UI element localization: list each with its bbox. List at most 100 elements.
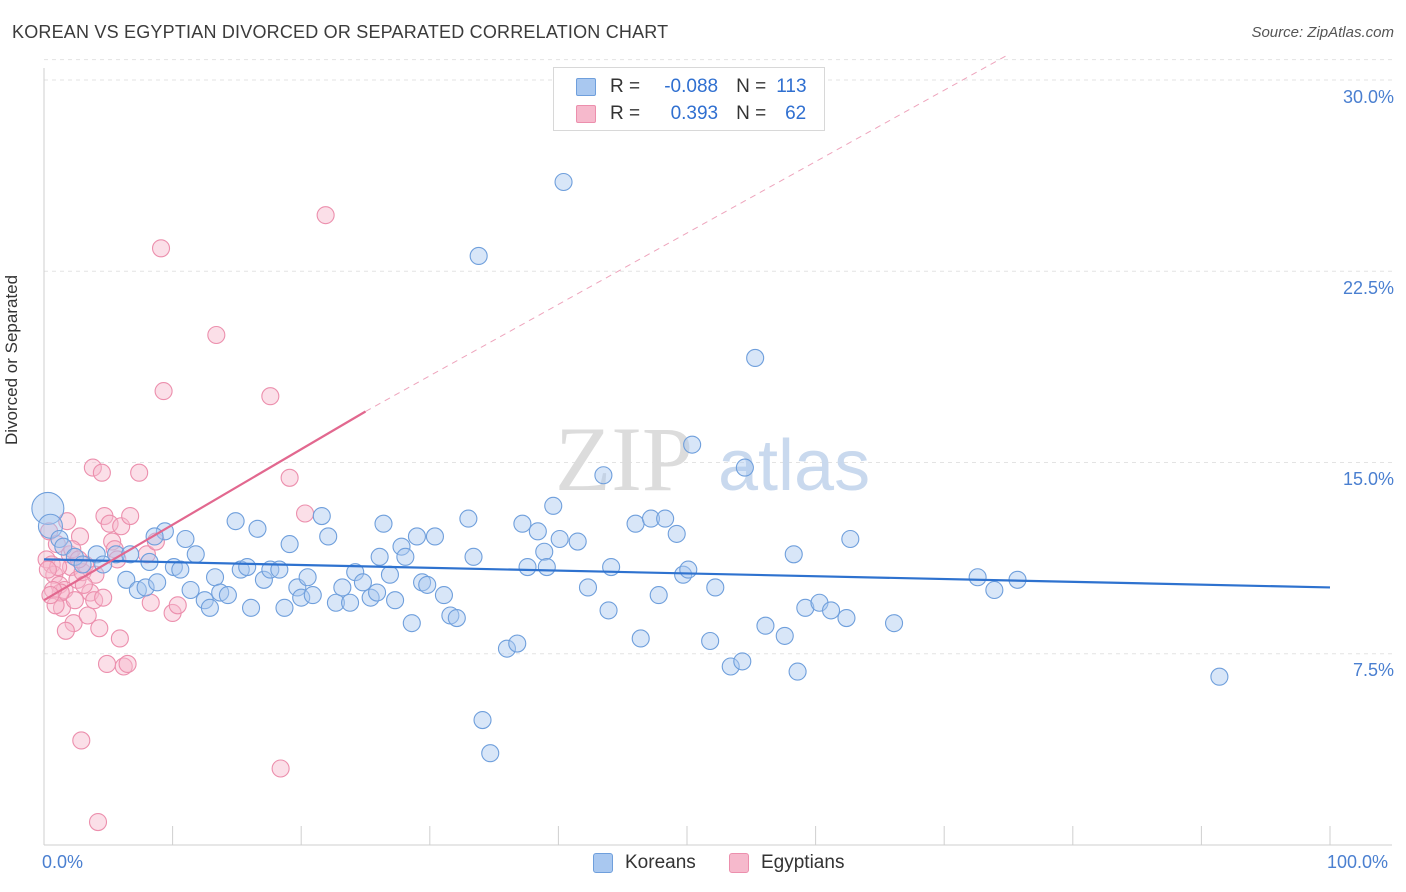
koreans-point <box>594 466 613 485</box>
y-tick-label: 22.5% <box>1342 278 1394 298</box>
koreans-point <box>392 537 411 556</box>
egyptians-point <box>65 591 84 610</box>
koreans-point <box>117 570 136 589</box>
egyptians-point <box>168 596 187 615</box>
egyptians-trend-extension <box>365 54 1009 412</box>
egyptians-point <box>78 606 97 625</box>
x-tick-label: 0.0% <box>42 852 84 872</box>
watermark-zip: ZIP <box>555 408 693 510</box>
y-tick-label: 30.0% <box>1342 87 1394 107</box>
koreans-point <box>756 616 775 635</box>
egyptians-point <box>100 514 119 533</box>
koreans-point <box>459 509 478 528</box>
koreans-point <box>497 639 517 658</box>
koreans-point <box>106 545 126 564</box>
egyptians-point <box>74 575 93 594</box>
koreans-point <box>544 496 563 515</box>
koreans-point <box>985 580 1004 600</box>
koreans-point <box>370 547 389 566</box>
egyptians-swatch <box>729 853 749 873</box>
egyptians-point <box>271 759 290 778</box>
koreans-point <box>513 514 532 533</box>
egyptians-point <box>280 468 299 487</box>
koreans-point <box>599 601 618 620</box>
legend-item-egyptians[interactable]: Egyptians <box>729 852 844 874</box>
y-tick-label: 15.0% <box>1342 469 1394 489</box>
koreans-point <box>796 598 815 617</box>
koreans-point <box>473 710 492 730</box>
koreans-point <box>254 570 273 589</box>
koreans-point <box>176 529 195 549</box>
koreans-point <box>735 458 754 477</box>
legend-label-egyptians: Egyptians <box>761 852 845 873</box>
koreans-point <box>54 537 73 556</box>
koreans-point <box>528 522 547 541</box>
koreans-point <box>292 588 311 607</box>
koreans-point <box>667 524 686 543</box>
egyptians-point <box>130 463 149 482</box>
egyptians-point <box>92 463 111 482</box>
correlation-legend: R = -0.088 N = 113 R = 0.393 N = 62 <box>553 67 825 131</box>
egyptians-point <box>207 325 226 345</box>
koreans-point <box>73 555 92 574</box>
koreans-point <box>733 652 752 671</box>
koreans-point <box>87 545 106 564</box>
koreans-point <box>821 601 841 620</box>
egyptians-point <box>41 586 60 605</box>
koreans-point <box>186 545 205 564</box>
x-tick-label: 100.0% <box>1327 852 1389 872</box>
koreans-point <box>303 586 322 605</box>
egyptians-point <box>88 812 108 832</box>
koreans-point <box>200 598 219 617</box>
koreans-point <box>218 586 237 605</box>
egyptians-point <box>38 560 57 579</box>
koreans-point <box>550 529 569 549</box>
koreans-point <box>353 573 372 592</box>
koreans-point <box>554 172 573 192</box>
n-value: 113 <box>776 76 807 97</box>
egyptians-point <box>112 517 131 536</box>
legend-row-egyptians: R = 0.393 N = 62 <box>576 101 806 127</box>
egyptians-point <box>118 654 137 674</box>
koreans-point <box>674 565 693 584</box>
koreans-point <box>641 509 661 528</box>
koreans-point <box>537 557 556 577</box>
egyptians-point <box>296 504 315 523</box>
r-value: 0.393 <box>670 103 719 124</box>
koreans-point <box>721 657 740 676</box>
egyptians-point <box>316 206 335 225</box>
koreans-point <box>788 662 807 681</box>
koreans-point <box>884 614 904 633</box>
koreans-point <box>418 575 437 594</box>
koreans-point <box>706 578 725 597</box>
koreans-point <box>679 560 698 579</box>
koreans-point <box>578 578 598 597</box>
egyptians-point <box>97 654 117 674</box>
y-axis-label: Divorced or Separated <box>2 274 21 445</box>
koreans-point <box>402 614 421 633</box>
koreans-point <box>413 573 432 592</box>
egyptians-point <box>151 239 171 258</box>
koreans-point <box>649 586 668 605</box>
legend-label-koreans: Koreans <box>625 852 696 873</box>
series-legend: Koreans Egyptians <box>0 852 1406 878</box>
koreans-point <box>238 557 257 577</box>
koreans-point <box>298 568 317 587</box>
koreans-point <box>346 563 365 582</box>
koreans-point <box>341 593 360 612</box>
koreans-point <box>464 547 483 566</box>
legend-item-koreans[interactable]: Koreans <box>593 852 696 874</box>
koreans-point <box>396 547 415 566</box>
koreans-point <box>312 506 331 526</box>
koreans-point <box>775 626 794 645</box>
egyptians-point <box>154 382 173 401</box>
egyptians-point <box>46 596 65 615</box>
egyptians-point <box>56 621 75 640</box>
koreans-point <box>656 509 675 528</box>
koreans-point <box>181 580 200 600</box>
watermark-atlas: atlas <box>718 426 870 506</box>
koreans-point <box>434 586 453 605</box>
koreans-point <box>968 568 987 587</box>
koreans-point <box>683 435 702 454</box>
